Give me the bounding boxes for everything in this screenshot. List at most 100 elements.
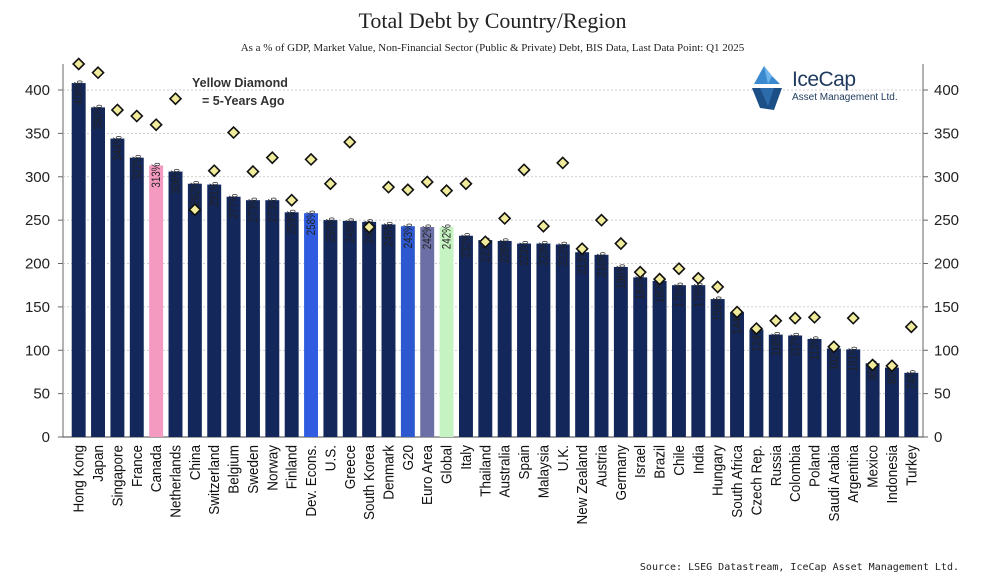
- value-label: 117%: [789, 332, 802, 357]
- bar: [846, 349, 861, 437]
- value-label: 113%: [809, 336, 822, 361]
- source-note: Source: LSEG Datastream, IceCap Asset Ma…: [639, 562, 959, 573]
- chart-title: Total Debt by Country/Region: [358, 8, 627, 33]
- five-year-ago-diamond: [188, 203, 202, 217]
- five-year-ago-diamond: [672, 262, 686, 276]
- bar: [671, 285, 686, 437]
- five-year-ago-diamond: [594, 213, 609, 227]
- five-year-ago-diamond: [691, 271, 705, 285]
- value-label: 242%: [421, 224, 434, 249]
- y-tick-label-left: 200: [25, 256, 50, 273]
- bar: [555, 244, 570, 437]
- category-label: G20: [400, 445, 417, 471]
- category-label: Italy: [458, 444, 475, 470]
- logo-tagline: Asset Management Ltd.: [792, 92, 898, 103]
- five-year-ago-diamond: [827, 340, 841, 354]
- category-label: Netherlands: [168, 445, 185, 518]
- five-year-ago-diamond: [536, 219, 551, 233]
- bar: [323, 220, 338, 437]
- bar: [497, 240, 512, 437]
- value-label: 118%: [770, 331, 783, 356]
- logo-name: IceCap: [792, 68, 856, 91]
- value-label: 223%: [518, 240, 531, 265]
- category-label: Japan: [90, 445, 107, 482]
- y-tick-label-right: 0: [934, 429, 942, 446]
- five-year-ago-diamond: [439, 184, 454, 198]
- category-label: Greece: [342, 445, 359, 489]
- five-year-ago-diamond: [711, 280, 725, 294]
- five-year-ago-diamond: [904, 320, 918, 334]
- value-label: 232%: [460, 233, 473, 258]
- legend-title: Yellow Diamond: [192, 76, 288, 90]
- five-year-ago-diamond: [265, 151, 279, 165]
- category-label: Hong Kong: [71, 445, 88, 512]
- five-year-ago-diamond: [807, 310, 822, 324]
- five-year-ago-diamond: [652, 272, 667, 286]
- value-label: 243%: [402, 223, 415, 248]
- bar: [168, 171, 183, 437]
- five-year-ago-diamond: [865, 358, 880, 372]
- y-tick-label-right: 200: [934, 256, 959, 273]
- category-label: Turkey: [904, 444, 921, 486]
- category-label: South Korea: [362, 445, 379, 520]
- bar: [110, 138, 125, 437]
- five-year-ago-diamond: [614, 236, 628, 251]
- category-label: Mexico: [865, 445, 882, 488]
- five-year-ago-diamond: [846, 311, 860, 325]
- y-tick-label-left: 100: [25, 342, 50, 359]
- iceberg-icon: [752, 66, 782, 110]
- five-year-ago-diamond: [478, 235, 492, 249]
- value-label: 292%: [189, 180, 202, 205]
- category-label: Australia: [497, 445, 514, 498]
- five-year-ago-diamond: [149, 118, 163, 132]
- y-tick-label-right: 100: [934, 342, 959, 359]
- y-tick-label-left: 150: [25, 299, 50, 316]
- five-year-ago-diamond: [517, 163, 531, 177]
- bar: [362, 221, 377, 437]
- y-tick-label-left: 50: [33, 386, 50, 403]
- five-year-ago-diamond: [72, 57, 86, 71]
- five-year-ago-diamond: [556, 156, 570, 170]
- value-label: 102%: [828, 345, 841, 370]
- bar: [768, 334, 783, 437]
- category-label: Germany: [613, 444, 630, 500]
- bar: [187, 183, 202, 437]
- category-label: Euro Area: [420, 445, 437, 505]
- value-label: 273%: [247, 197, 260, 222]
- y-tick-label-right: 350: [934, 125, 959, 142]
- bar: [884, 367, 899, 437]
- five-year-ago-diamond: [207, 164, 221, 178]
- five-year-ago-diamond: [226, 125, 241, 140]
- value-label: 344%: [112, 135, 125, 160]
- y-tick-label-right: 150: [934, 299, 959, 316]
- value-label: 249%: [344, 218, 357, 243]
- bar: [129, 157, 144, 437]
- value-label: 222%: [557, 241, 570, 266]
- chart-subtitle: As a % of GDP, Market Value, Non-Financi…: [240, 42, 745, 54]
- category-label: Israel: [633, 445, 650, 478]
- y-tick-label-right: 50: [934, 386, 951, 403]
- five-year-ago-diamond: [749, 321, 764, 336]
- value-label: 408%: [73, 80, 86, 105]
- category-label: France: [129, 445, 146, 487]
- category-label: South Africa: [729, 445, 746, 518]
- value-label: 273%: [266, 197, 279, 222]
- five-year-ago-diamond: [343, 135, 357, 149]
- bar: [594, 254, 609, 437]
- category-label: India: [691, 445, 708, 474]
- value-label: 242%: [441, 224, 454, 249]
- five-year-ago-diamond: [381, 180, 396, 194]
- value-label: 223%: [538, 240, 551, 265]
- five-year-ago-diamond: [323, 177, 338, 191]
- five-year-ago-diamond: [130, 109, 144, 123]
- category-label: U.K.: [555, 445, 572, 471]
- bar: [304, 213, 319, 437]
- category-label: Argentina: [846, 445, 863, 503]
- category-label: Malaysia: [536, 445, 553, 498]
- y-tick-label-right: 250: [934, 212, 959, 229]
- five-year-ago-diamond: [885, 359, 899, 373]
- category-label: Poland: [807, 445, 824, 487]
- category-label: Czech Rep.: [749, 445, 766, 515]
- bar: [904, 372, 919, 437]
- bar: [517, 243, 532, 437]
